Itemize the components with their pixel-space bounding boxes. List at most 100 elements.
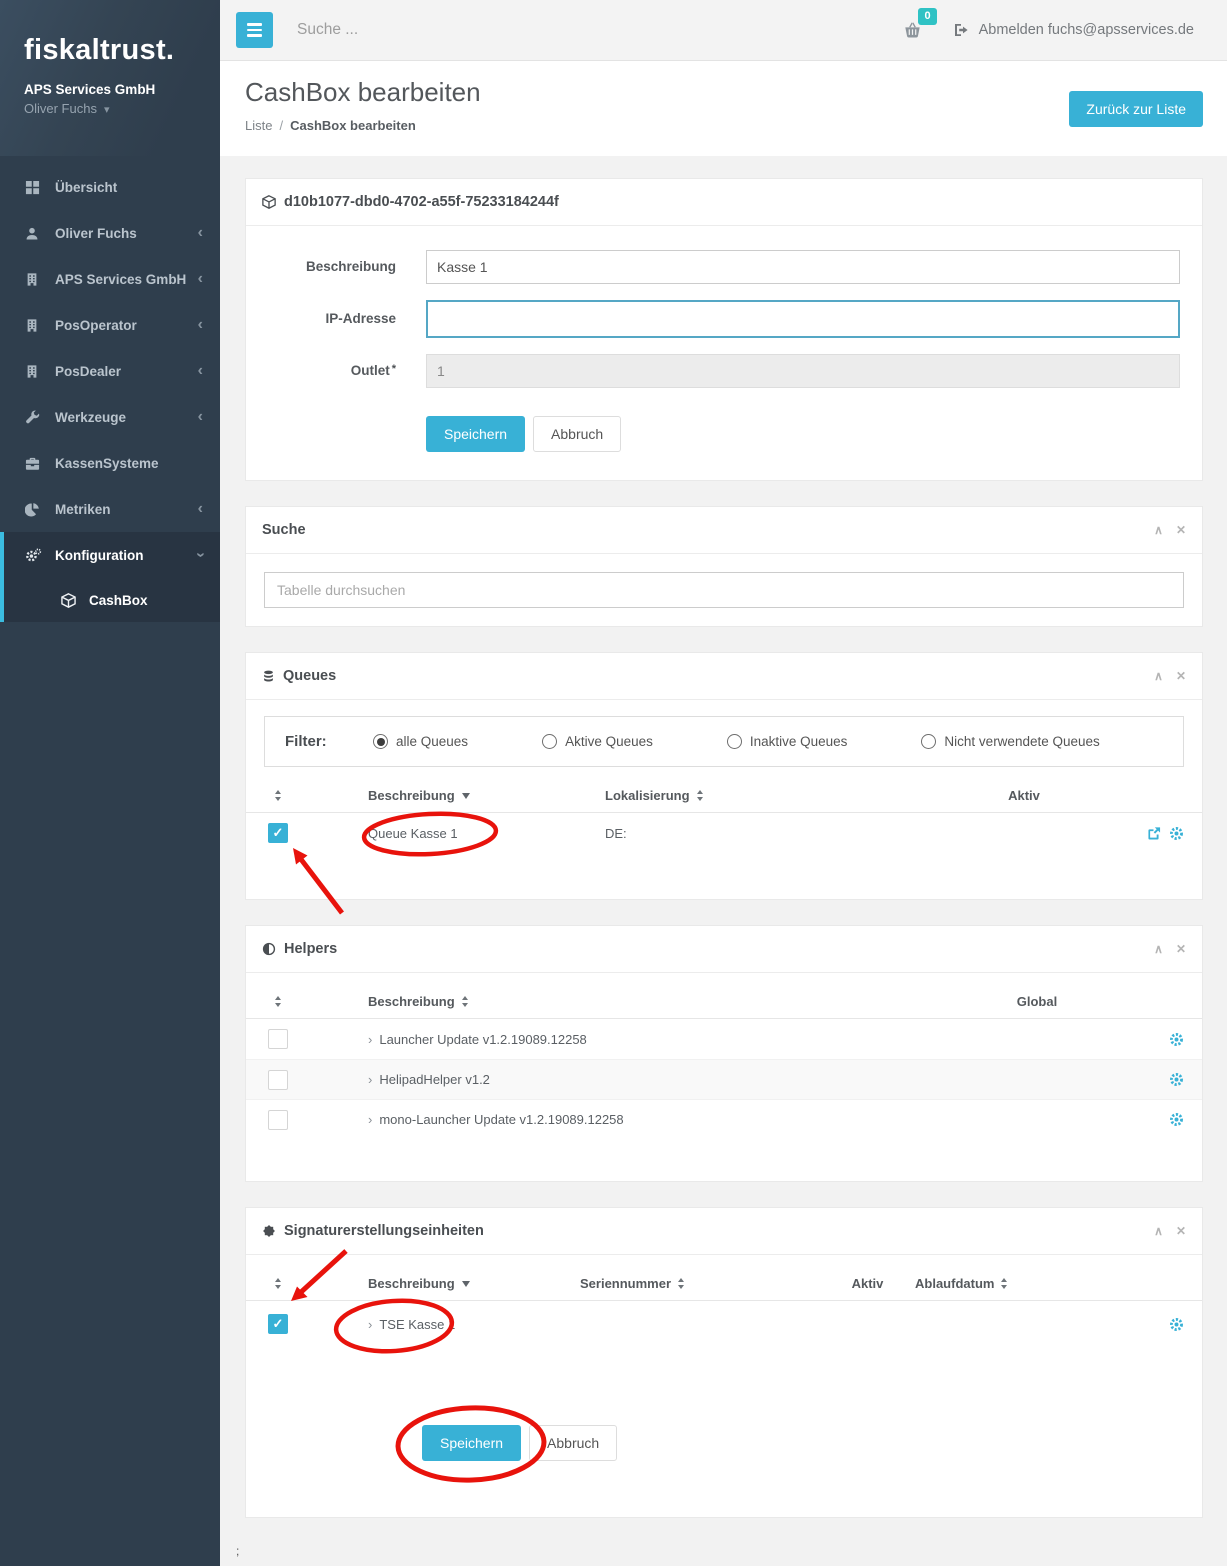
sidebar-item-label: Konfiguration [55, 547, 144, 563]
search-input[interactable] [295, 20, 902, 40]
form-panel-header: d10b1077-dbd0-4702-a55f-75233184244f [246, 179, 1202, 226]
briefcase-icon [25, 456, 42, 471]
outlet-field [426, 354, 1180, 388]
sort-icon[interactable] [275, 1278, 281, 1289]
gear-icon[interactable] [1169, 1072, 1184, 1087]
outlet-label: Outlet * [350, 363, 396, 378]
caret-down-icon [104, 101, 110, 116]
queue-checkbox[interactable] [268, 823, 288, 843]
sidebar-item-metriken[interactable]: Metriken [0, 486, 220, 532]
back-to-list-button[interactable]: Zurück zur Liste [1069, 91, 1203, 127]
sidebar-item-posdealer[interactable]: PosDealer [0, 348, 220, 394]
gear-icon[interactable] [1169, 1317, 1184, 1332]
signature-beschreibung[interactable]: TSE Kasse 1 [310, 1317, 580, 1332]
filter-alle-queues[interactable]: alle Queues [373, 734, 468, 749]
close-icon[interactable] [1176, 524, 1186, 536]
cancel-button[interactable]: Abbruch [533, 416, 622, 452]
helper-beschreibung[interactable]: Launcher Update v1.2.19089.12258 [310, 1032, 932, 1047]
signature-panel: Signaturerstellungseinheiten Beschreibun… [245, 1207, 1203, 1518]
grid-icon [25, 180, 42, 195]
collapse-icon[interactable] [1154, 524, 1163, 536]
sidebar-item-aps-services[interactable]: APS Services GmbH [0, 256, 220, 302]
save-button-bottom[interactable]: Speichern [422, 1425, 522, 1461]
stray-text: ; [236, 1544, 240, 1558]
signature-checkbox[interactable] [268, 1314, 288, 1334]
column-aktiv[interactable]: Aktiv [851, 1276, 884, 1291]
sort-icon[interactable] [275, 790, 281, 801]
queue-beschreibung[interactable]: Queue Kasse 1 [368, 825, 458, 841]
search-panel: Suche [245, 506, 1203, 627]
chevron-left-icon [198, 501, 203, 517]
chevron-right-icon [368, 1072, 379, 1087]
filter-nicht-verwendete-queues[interactable]: Nicht verwendete Queues [921, 734, 1100, 749]
column-aktiv[interactable]: Aktiv [1008, 788, 1040, 803]
chevron-right-icon [368, 1032, 379, 1047]
column-seriennummer[interactable]: Seriennummer [580, 1276, 820, 1291]
column-beschreibung[interactable]: Beschreibung [310, 788, 605, 803]
sidebar-subitem-cashbox[interactable]: CashBox [4, 578, 220, 622]
cube-icon [262, 195, 276, 209]
close-icon[interactable] [1176, 670, 1186, 682]
logout-label: Abmelden fuchs@apsservices.de [978, 22, 1194, 38]
sort-desc-icon [461, 1280, 470, 1287]
column-beschreibung[interactable]: Beschreibung [310, 1276, 580, 1291]
cashbox-guid: d10b1077-dbd0-4702-a55f-75233184244f [284, 194, 559, 210]
filter-inaktive-queues[interactable]: Inaktive Queues [726, 734, 847, 749]
form-body: Beschreibung IP-Adresse Outlet* Speicher… [246, 226, 1202, 480]
sidebar-active-section: Konfiguration CashBox [0, 532, 220, 622]
column-lokalisierung[interactable]: Lokalisierung [605, 788, 930, 803]
brand-logo: fiskaltrust. [24, 34, 175, 66]
signature-panel-title: Signaturerstellungseinheiten [284, 1223, 484, 1239]
collapse-icon[interactable] [1154, 943, 1163, 955]
sidebar-item-posoperator[interactable]: PosOperator [0, 302, 220, 348]
queues-panel-header: Queues [246, 653, 1202, 700]
pie-chart-icon [25, 502, 42, 517]
queue-lokalisierung: DE: [605, 825, 627, 841]
breadcrumb-root[interactable]: Liste [245, 118, 273, 133]
helper-checkbox[interactable] [268, 1069, 288, 1090]
save-button[interactable]: Speichern [426, 416, 526, 452]
helper-row: mono-Launcher Update v1.2.19089.12258 [246, 1099, 1202, 1139]
sidebar-item-oliver-fuchs[interactable]: Oliver Fuchs [0, 210, 220, 256]
beschreibung-field[interactable] [426, 250, 1180, 284]
column-beschreibung[interactable]: Beschreibung [310, 994, 932, 1009]
queue-row: Queue Kasse 1 DE: [246, 811, 1202, 915]
sidebar-item-werkzeuge[interactable]: Werkzeuge [0, 394, 220, 440]
cashbox-form-panel: d10b1077-dbd0-4702-a55f-75233184244f Bes… [245, 178, 1203, 481]
cart-badge: 0 [918, 8, 937, 26]
chevron-left-icon [198, 271, 203, 287]
sidebar-item-kassensysteme[interactable]: KassenSysteme [0, 440, 220, 486]
close-icon[interactable] [1176, 1225, 1186, 1237]
chevron-right-icon [368, 1112, 379, 1127]
sidebar-item-uebersicht[interactable]: Übersicht [0, 164, 220, 210]
sidebar-item-konfiguration[interactable]: Konfiguration [4, 532, 220, 578]
breadcrumb: Liste / CashBox bearbeiten [245, 118, 1202, 133]
logout-link[interactable]: Abmelden fuchs@apsservices.de [953, 22, 1194, 38]
gear-icon[interactable] [1169, 1112, 1184, 1127]
sidebar-item-label: Metriken [55, 501, 111, 517]
external-link-icon[interactable] [1146, 826, 1161, 841]
building-icon [25, 364, 42, 379]
ip-adresse-field[interactable] [426, 300, 1180, 338]
chevron-left-icon [198, 363, 203, 379]
collapse-icon[interactable] [1154, 670, 1163, 682]
gear-icon[interactable] [1169, 1032, 1184, 1047]
helper-checkbox[interactable] [268, 1109, 288, 1130]
main-area: 0 Abmelden fuchs@apsservices.de CashBox … [220, 0, 1227, 1566]
helper-beschreibung[interactable]: HelipadHelper v1.2 [310, 1072, 932, 1087]
helper-beschreibung[interactable]: mono-Launcher Update v1.2.19089.12258 [310, 1112, 932, 1127]
cancel-button-bottom[interactable]: Abbruch [529, 1425, 618, 1461]
sort-icon[interactable] [275, 996, 281, 1007]
table-search-input[interactable] [264, 572, 1184, 608]
gear-icon[interactable] [1169, 826, 1184, 841]
chevron-left-icon [198, 225, 203, 241]
menu-toggle-button[interactable] [236, 12, 273, 48]
column-ablaufdatum[interactable]: Ablaufdatum [915, 1276, 1110, 1291]
close-icon[interactable] [1176, 943, 1186, 955]
user-menu[interactable]: Oliver Fuchs [24, 101, 202, 116]
helper-checkbox[interactable] [268, 1029, 288, 1049]
cart-basket-icon[interactable]: 0 [902, 8, 937, 39]
filter-aktive-queues[interactable]: Aktive Queues [542, 734, 653, 749]
column-global[interactable]: Global [1016, 994, 1058, 1009]
collapse-icon[interactable] [1154, 1225, 1163, 1237]
